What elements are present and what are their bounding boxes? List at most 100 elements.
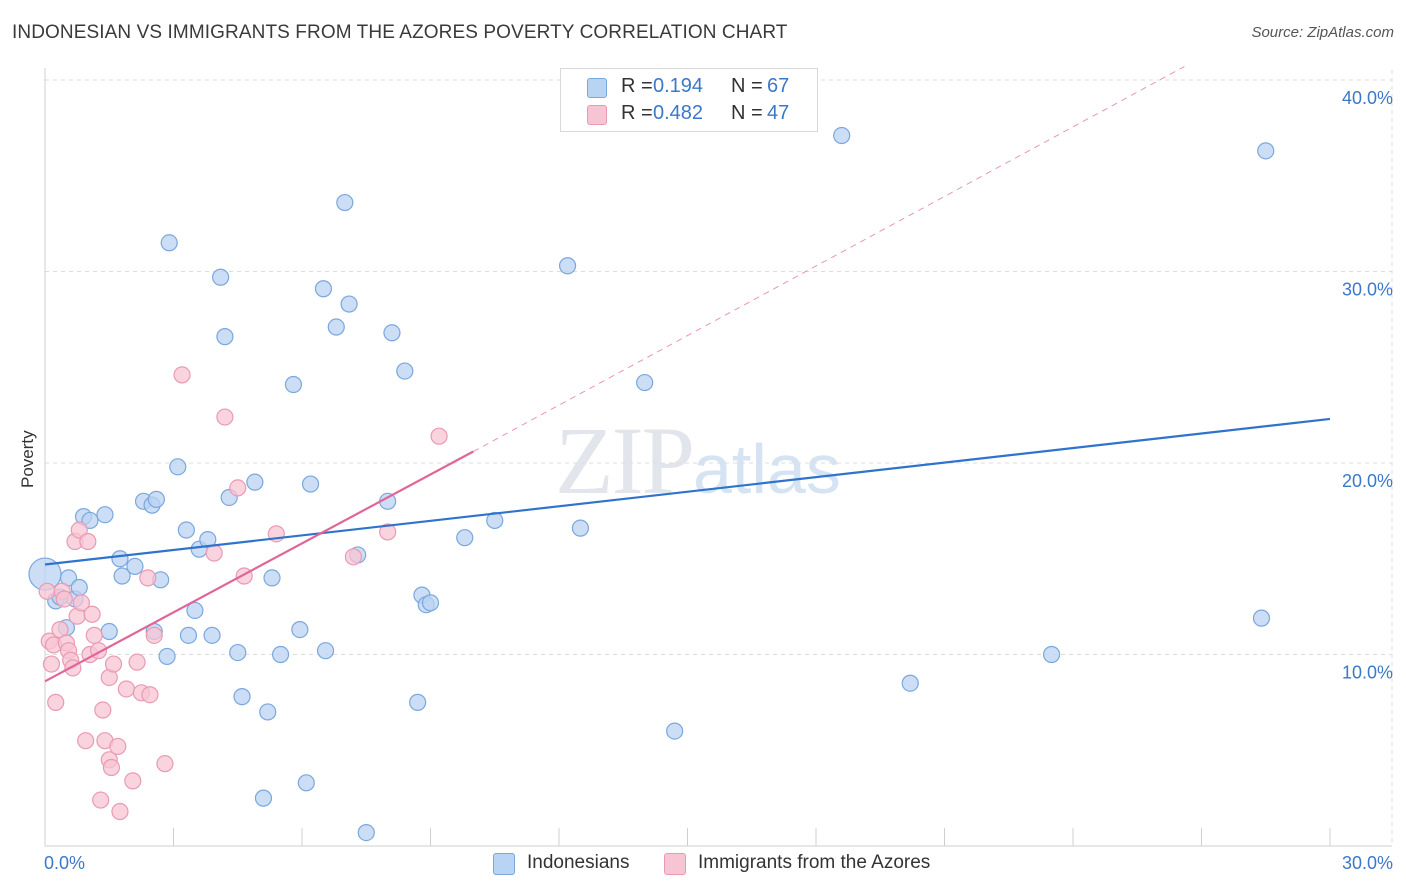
- azores-point: [128, 653, 146, 671]
- indonesian-point: [203, 626, 221, 644]
- azores-point: [79, 532, 97, 551]
- indonesian-point: [263, 569, 281, 587]
- azores-point: [430, 427, 448, 445]
- indonesian-point: [160, 234, 178, 252]
- azores-point: [117, 680, 135, 698]
- indonesian-point: [1257, 142, 1275, 160]
- azores-point: [92, 791, 110, 809]
- azores-point: [173, 366, 191, 384]
- azores-point: [141, 686, 159, 704]
- indonesian-point: [666, 722, 684, 740]
- indonesian-point: [336, 193, 354, 212]
- azores-point: [77, 732, 95, 750]
- trend-lines: [44, 66, 1331, 683]
- indonesian-point: [100, 622, 118, 641]
- indonesian-point: [113, 567, 131, 585]
- tick-labels: 10.0% 20.0% 30.0% 40.0% 0.0% 30.0%: [44, 88, 1393, 873]
- indonesian-point: [111, 550, 129, 568]
- indonesian-point: [409, 693, 427, 711]
- indonesian-point: [1252, 609, 1271, 627]
- y-tick-label: 10.0%: [1342, 663, 1393, 683]
- indonesian-point: [177, 521, 195, 539]
- indonesian-point: [179, 626, 198, 644]
- legend-n-label: N =: [731, 102, 763, 124]
- indonesians-points: [28, 126, 1275, 842]
- indonesian-point: [421, 594, 440, 612]
- azores-point: [139, 569, 157, 587]
- indonesian-point: [636, 373, 654, 392]
- legend-n-value: 47: [767, 102, 790, 124]
- indonesian-point: [259, 703, 277, 721]
- azores-point: [83, 605, 101, 623]
- indonesian-point: [291, 621, 309, 639]
- indonesian-point: [229, 643, 247, 662]
- legend-r-label: R =: [621, 102, 653, 124]
- legend-n-value: 67: [767, 75, 790, 97]
- indonesian-point: [233, 688, 251, 706]
- azores-point: [70, 521, 88, 539]
- indonesian-point: [212, 268, 230, 286]
- indonesian-point: [186, 601, 204, 620]
- y-axis-label: Poverty: [18, 430, 37, 488]
- azores-point: [145, 626, 163, 644]
- indonesian-point: [314, 280, 333, 298]
- azores-point: [55, 590, 73, 608]
- azores-point: [47, 693, 65, 711]
- indonesian-point: [1042, 645, 1061, 664]
- legend-swatch-pink: [587, 105, 607, 125]
- x-tick-label: 0.0%: [44, 853, 85, 873]
- bottom-legend-swatch-blue: [493, 853, 515, 875]
- bottom-legend-swatch-pink: [664, 853, 686, 875]
- azores-point: [72, 594, 91, 612]
- azores-point: [124, 772, 142, 790]
- azores-point: [344, 548, 362, 566]
- azores-point: [38, 582, 56, 600]
- legend-swatch-blue: [587, 78, 607, 98]
- azores-point: [42, 655, 61, 673]
- azores-point: [229, 479, 247, 497]
- indonesian-point: [316, 642, 335, 660]
- azores-point: [379, 523, 397, 541]
- indonesian-point: [126, 557, 144, 576]
- indonesian-point: [271, 645, 290, 664]
- source-attribution: Source: ZipAtlas.com: [1251, 24, 1394, 41]
- indonesian-point: [301, 475, 320, 493]
- indonesian-point: [396, 362, 414, 380]
- indonesian-point: [901, 674, 919, 692]
- indonesian-point: [254, 789, 273, 807]
- indonesian-point: [340, 295, 358, 313]
- y-tick-label: 30.0%: [1342, 280, 1393, 300]
- azores-point: [102, 758, 120, 777]
- indonesian-point: [169, 458, 187, 476]
- indonesian-point: [558, 257, 577, 275]
- indonesian-point: [297, 774, 315, 792]
- azores-point: [156, 755, 174, 773]
- indonesian-point: [158, 647, 176, 666]
- azores-point: [111, 802, 129, 821]
- indonesian-point: [456, 529, 474, 547]
- indonesian-point: [216, 328, 234, 346]
- indonesian-point: [571, 519, 590, 537]
- indonesian-point: [383, 324, 401, 342]
- indonesian-point: [833, 126, 851, 145]
- bottom-legend-label: Immigrants from the Azores: [698, 852, 931, 873]
- indonesian-point: [70, 578, 88, 597]
- indonesian-point: [81, 511, 99, 530]
- indonesian-point: [284, 375, 303, 394]
- indonesian-point: [96, 506, 114, 524]
- y-tick-label: 40.0%: [1342, 88, 1393, 108]
- legend-r-value: 0.194: [653, 75, 704, 97]
- indonesian-point: [327, 318, 345, 336]
- indonesian-point: [147, 490, 165, 508]
- bottom-legend-label: Indonesians: [527, 852, 630, 873]
- azores-point: [109, 737, 127, 756]
- indonesians-trend-line: [44, 417, 1331, 566]
- azores-point: [85, 626, 103, 644]
- legend-r-label: R =: [621, 75, 653, 97]
- azores-trend-extension: [473, 66, 1185, 452]
- indonesian-point: [357, 823, 375, 842]
- azores-trend-line: [44, 450, 474, 683]
- grid-lines: [45, 70, 1393, 846]
- legend-r-value: 0.482: [653, 102, 704, 124]
